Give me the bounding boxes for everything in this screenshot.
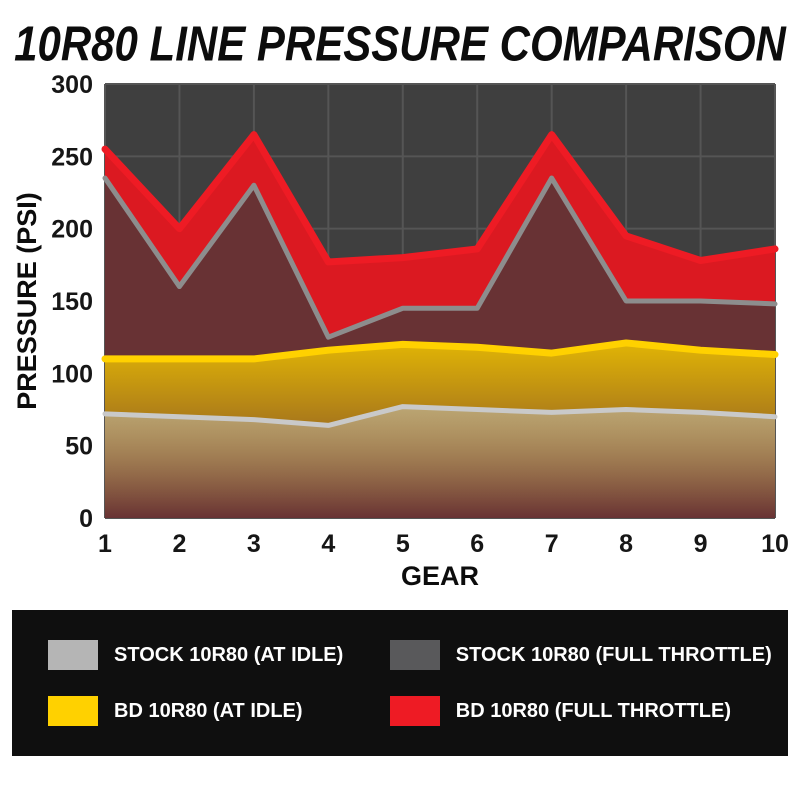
chart-container: 0 50 100 150 200 250 300 1 2 3 4 5 6 7 8 9 10 PRESSURE (P… — [10, 70, 790, 600]
x-tick-label: 4 — [321, 530, 335, 558]
line-stock-full-throttle — [102, 175, 778, 340]
x-tick-label: 6 — [470, 530, 484, 558]
legend-item-stock-full-throttle: STOCK 10R80 (FULL THROTTLE) — [389, 640, 784, 670]
axis-tick-labels: 0 50 100 150 200 250 300 1 2 3 4 5 6 7 8 9 10 — [51, 71, 789, 558]
x-tick-label: 1 — [98, 530, 112, 558]
y-axis-title: PRESSURE (PSI) — [12, 192, 42, 410]
y-tick-label: 100 — [51, 360, 93, 388]
y-tick-label: 150 — [51, 288, 93, 316]
y-tick-label: 200 — [51, 216, 93, 244]
y-tick-label: 300 — [51, 71, 93, 99]
chart-legend: STOCK 10R80 (AT IDLE) STOCK 10R80 (FULL T… — [12, 610, 788, 756]
x-axis-title: GEAR — [401, 561, 479, 591]
legend-label-stock-full-throttle: STOCK 10R80 (FULL THROTTLE) — [455, 643, 772, 666]
y-tick-label: 50 — [65, 433, 93, 461]
x-tick-label: 2 — [172, 530, 186, 558]
x-tick-label: 3 — [247, 530, 261, 558]
chart-title: 10R80 LINE PRESSURE COMPARISON — [14, 15, 786, 72]
x-tick-label: 5 — [396, 530, 410, 558]
line-bd-full-throttle — [101, 131, 779, 266]
line-pressure-chart: 0 50 100 150 200 250 300 1 2 3 4 5 6 7 8 9 10 PRESSURE (P… — [12, 71, 789, 591]
legend-swatch-stock-full-throttle — [389, 640, 440, 670]
legend-swatch-stock-idle — [48, 640, 98, 670]
legend-item-bd-full-throttle: BD 10R80 (FULL THROTTLE) — [389, 696, 784, 726]
x-tick-label: 10 — [761, 530, 789, 558]
line-bd-idle — [101, 339, 779, 363]
legend-swatch-bd-idle — [48, 696, 98, 726]
x-tick-label: 7 — [545, 530, 559, 558]
y-tick-label: 0 — [79, 505, 93, 533]
legend-item-stock-idle: STOCK 10R80 (AT IDLE) — [48, 640, 384, 670]
legend-label-stock-idle: STOCK 10R80 (AT IDLE) — [114, 643, 344, 666]
x-tick-label: 8 — [619, 530, 633, 558]
legend-item-bd-idle: BD 10R80 (AT IDLE) — [48, 696, 384, 726]
line-stock-idle — [102, 404, 778, 428]
x-tick-label: 9 — [694, 530, 708, 558]
area-stock-idle — [105, 406, 775, 518]
y-tick-label: 250 — [51, 143, 93, 171]
legend-label-bd-full-throttle: BD 10R80 (FULL THROTTLE) — [455, 699, 731, 722]
legend-label-bd-idle: BD 10R80 (AT IDLE) — [114, 699, 303, 722]
legend-swatch-bd-full-throttle — [389, 696, 440, 726]
